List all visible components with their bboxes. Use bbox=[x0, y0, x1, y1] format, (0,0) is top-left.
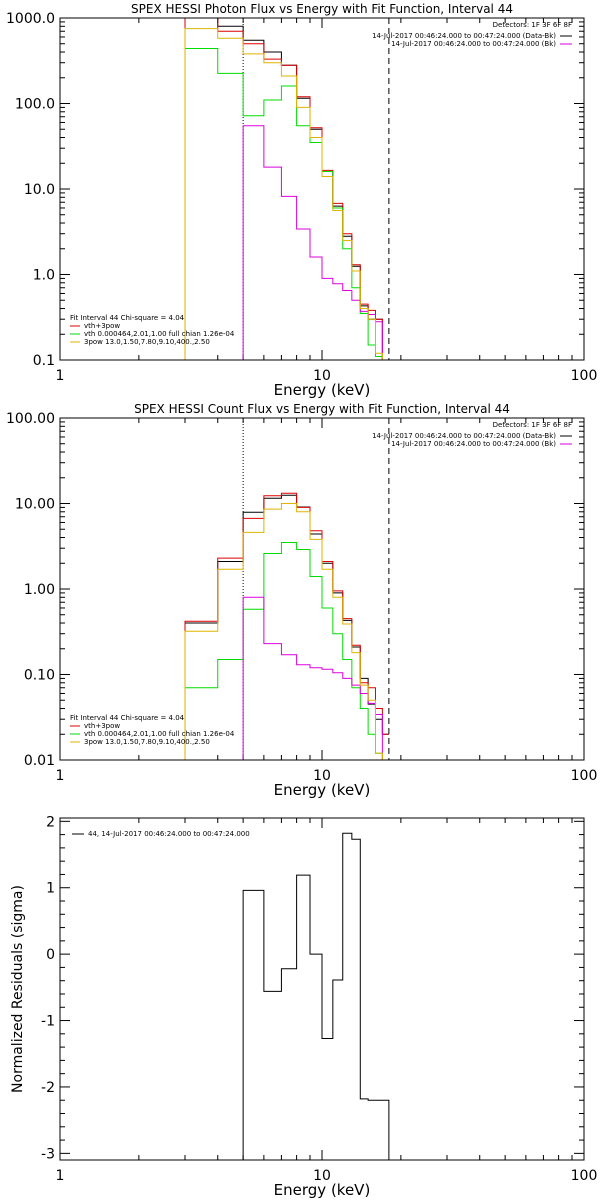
y-tick-label: 100.00 bbox=[6, 411, 55, 427]
y-tick-label: 10.00 bbox=[15, 497, 55, 513]
legend-left-title: Fit Interval 44 Chi-square = 4.04 bbox=[70, 314, 185, 322]
series-line-1 bbox=[184, 492, 389, 760]
legend-left-entry: vth+3pow bbox=[84, 722, 120, 730]
y-tick-label: 1.0 bbox=[33, 268, 55, 284]
legend-right-entry: 14-Jul-2017 00:46:24.000 to 00:47:24.000… bbox=[391, 40, 556, 48]
legend-left-entry: 3pow 13.0,1.50,7.80,9.10,400.,2.50 bbox=[84, 738, 210, 746]
series-line-2 bbox=[184, 47, 389, 360]
series-line-0 bbox=[184, 18, 389, 360]
legend-left-entry: vth 0.000464,2.01,1.00 full chian 1.26e-… bbox=[84, 730, 235, 738]
x-axis-label: Energy (keV) bbox=[274, 1181, 371, 1199]
series-line-2 bbox=[184, 541, 389, 760]
series-line-1 bbox=[184, 18, 389, 360]
residuals-chart: 1 10 100 -3 -2 -1 0 1 2 Energy (keV) Normalized Re… bbox=[10, 814, 598, 1199]
y-tick-label: 0 bbox=[46, 947, 55, 963]
plot-frame bbox=[59, 417, 585, 761]
y-tick-label: 1 bbox=[46, 881, 55, 897]
y-tick-label: 0.10 bbox=[24, 668, 55, 684]
legend-right-title: Detectors: 1F 3F 6F 8F bbox=[493, 421, 572, 429]
chart-title: SPEX HESSI Count Flux vs Energy with Fit… bbox=[134, 402, 510, 416]
x-axis-label: Energy (keV) bbox=[274, 781, 371, 799]
y-tick-label: 100.0 bbox=[15, 97, 55, 113]
series-line-3 bbox=[185, 596, 389, 760]
series-group bbox=[242, 832, 390, 1160]
legend-left-entry: vth 0.000464,2.01,1.00 full chian 1.26e-… bbox=[84, 330, 235, 338]
plot-frame bbox=[59, 817, 585, 1161]
legend-right-entry: 14-Jul-2017 00:46:24.000 to 00:47:24.000… bbox=[372, 432, 556, 440]
legend-right-entry: 14-Jul-2017 00:46:24.000 to 00:47:24.000… bbox=[391, 440, 556, 448]
legend-right-entry: 14-Jul-2017 00:46:24.000 to 00:47:24.000… bbox=[372, 32, 556, 40]
legend-left-entry: vth+3pow bbox=[84, 322, 120, 330]
y-tick-label: 1000.0 bbox=[6, 11, 55, 27]
x-tick-label: 10 bbox=[313, 1168, 331, 1184]
x-tick-label: 1 bbox=[56, 1168, 65, 1184]
series-line-0 bbox=[242, 832, 390, 1160]
y-tick-label: 0.1 bbox=[33, 353, 55, 369]
plot-frame bbox=[59, 17, 585, 361]
legend-left-entry: 44, 14-Jul-2017 00:46:24.000 to 00:47:24… bbox=[88, 830, 250, 838]
y-tick-label: 10.0 bbox=[24, 182, 55, 198]
series-line-3 bbox=[185, 125, 389, 360]
x-tick-label: 10 bbox=[313, 368, 331, 384]
y-tick-label: 0.01 bbox=[24, 753, 55, 769]
legend-right-title: Detectors: 1F 3F 6F 8F bbox=[493, 21, 572, 29]
series-line-4 bbox=[184, 503, 389, 760]
series-line-0 bbox=[184, 494, 389, 760]
x-tick-label: 100 bbox=[571, 768, 598, 784]
x-tick-label: 100 bbox=[571, 368, 598, 384]
chart-title: SPEX HESSI Photon Flux vs Energy with Fi… bbox=[131, 2, 513, 16]
legend-left-title: Fit Interval 44 Chi-square = 4.04 bbox=[70, 714, 185, 722]
y-tick-label: -3 bbox=[41, 1146, 55, 1162]
photon-flux-chart: SPEX HESSI Photon Flux vs Energy with Fi… bbox=[6, 2, 598, 399]
y-tick-label: 2 bbox=[46, 814, 55, 830]
y-tick-label: -1 bbox=[41, 1014, 55, 1030]
x-tick-label: 1 bbox=[56, 368, 65, 384]
count-flux-chart: SPEX HESSI Count Flux vs Energy with Fit… bbox=[6, 402, 598, 799]
x-axis-label: Energy (keV) bbox=[274, 381, 371, 399]
series-group bbox=[184, 18, 389, 360]
y-axis-label: Normalized Residuals (sigma) bbox=[10, 885, 26, 1093]
series-line-4 bbox=[184, 28, 389, 360]
legend-left-entry: 3pow 13.0,1.50,7.80,9.10,400.,2.50 bbox=[84, 338, 210, 346]
x-tick-label: 1 bbox=[56, 768, 65, 784]
x-tick-label: 10 bbox=[313, 768, 331, 784]
series-group bbox=[184, 492, 389, 760]
y-tick-label: -2 bbox=[41, 1080, 55, 1096]
y-tick-label: 1.00 bbox=[24, 582, 55, 598]
x-tick-label: 100 bbox=[571, 1168, 598, 1184]
